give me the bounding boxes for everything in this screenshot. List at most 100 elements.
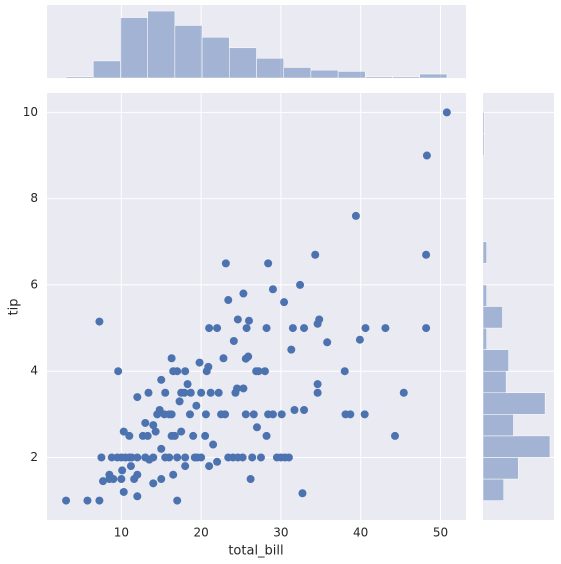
point [206,388,215,397]
hist-bar [482,284,487,307]
point [167,410,176,419]
point [205,324,214,333]
point [360,410,369,419]
point [287,345,296,354]
point [141,418,150,427]
point [62,496,71,505]
point [323,338,332,347]
point [209,440,218,449]
point [167,354,176,363]
point [280,298,289,307]
point [399,388,408,397]
x-axis-label: total_bill [228,544,283,559]
hist-bar [392,76,420,79]
point [248,453,257,462]
point [201,431,210,440]
y-axis-label: tip [7,299,22,316]
point [181,462,190,471]
point [185,410,194,419]
point [254,367,263,376]
point [355,335,364,344]
point [114,367,123,376]
y-tick-label: 10 [23,105,38,119]
hist-bar [482,370,507,394]
y-tick-label: 8 [30,191,38,205]
point [214,388,223,397]
point [143,431,152,440]
point [268,285,277,294]
y-tick-label: 4 [30,364,38,378]
hist-bar [482,392,546,415]
point [213,324,222,333]
point [118,466,127,475]
point [311,250,320,259]
point [313,319,322,328]
point [262,431,271,440]
hist-bar [256,58,284,79]
point [173,453,182,462]
point [105,470,114,479]
point [195,358,204,367]
point [381,324,390,333]
point [252,423,261,432]
hist-bar [482,133,485,156]
point [157,444,166,453]
point [161,453,170,462]
point [346,410,355,419]
point [133,453,142,462]
point [242,324,251,333]
hist-bar [482,306,503,329]
point [193,453,202,462]
hist-bar [365,76,393,79]
y-tick-label: 6 [30,277,38,291]
point [296,280,305,289]
point [157,475,166,484]
point [173,367,182,376]
point [246,475,255,484]
point [422,250,431,259]
hist-bar [419,73,448,79]
point [151,427,160,436]
point [119,487,128,496]
point [241,354,250,363]
point [95,496,104,505]
point [241,410,250,419]
point [351,211,360,220]
point [313,380,322,389]
hist-bar [482,435,551,458]
point [239,289,248,298]
point [213,457,222,466]
point [233,453,242,462]
hist-bar [147,10,176,79]
point [231,388,240,397]
point [181,367,190,376]
point [300,406,309,415]
point [221,259,230,268]
point [340,367,349,376]
point [126,462,135,471]
point [229,337,238,346]
main-axes-bg [47,93,466,520]
hist-bar [93,60,121,79]
point [197,388,206,397]
point [422,151,431,160]
point [390,431,399,440]
point [161,388,170,397]
x-tick-label: 10 [114,526,129,540]
point [149,479,158,488]
point [133,470,142,479]
point [177,388,186,397]
point [117,475,126,484]
point [204,362,213,371]
point [127,453,136,462]
x-tick-label: 20 [193,526,208,540]
point [83,496,92,505]
point [149,421,158,430]
point [157,375,166,384]
hist-bar [120,17,148,79]
point [442,108,451,117]
hist-bar [201,37,230,79]
hist-bar [482,112,485,135]
point [113,453,122,462]
point [284,453,293,462]
